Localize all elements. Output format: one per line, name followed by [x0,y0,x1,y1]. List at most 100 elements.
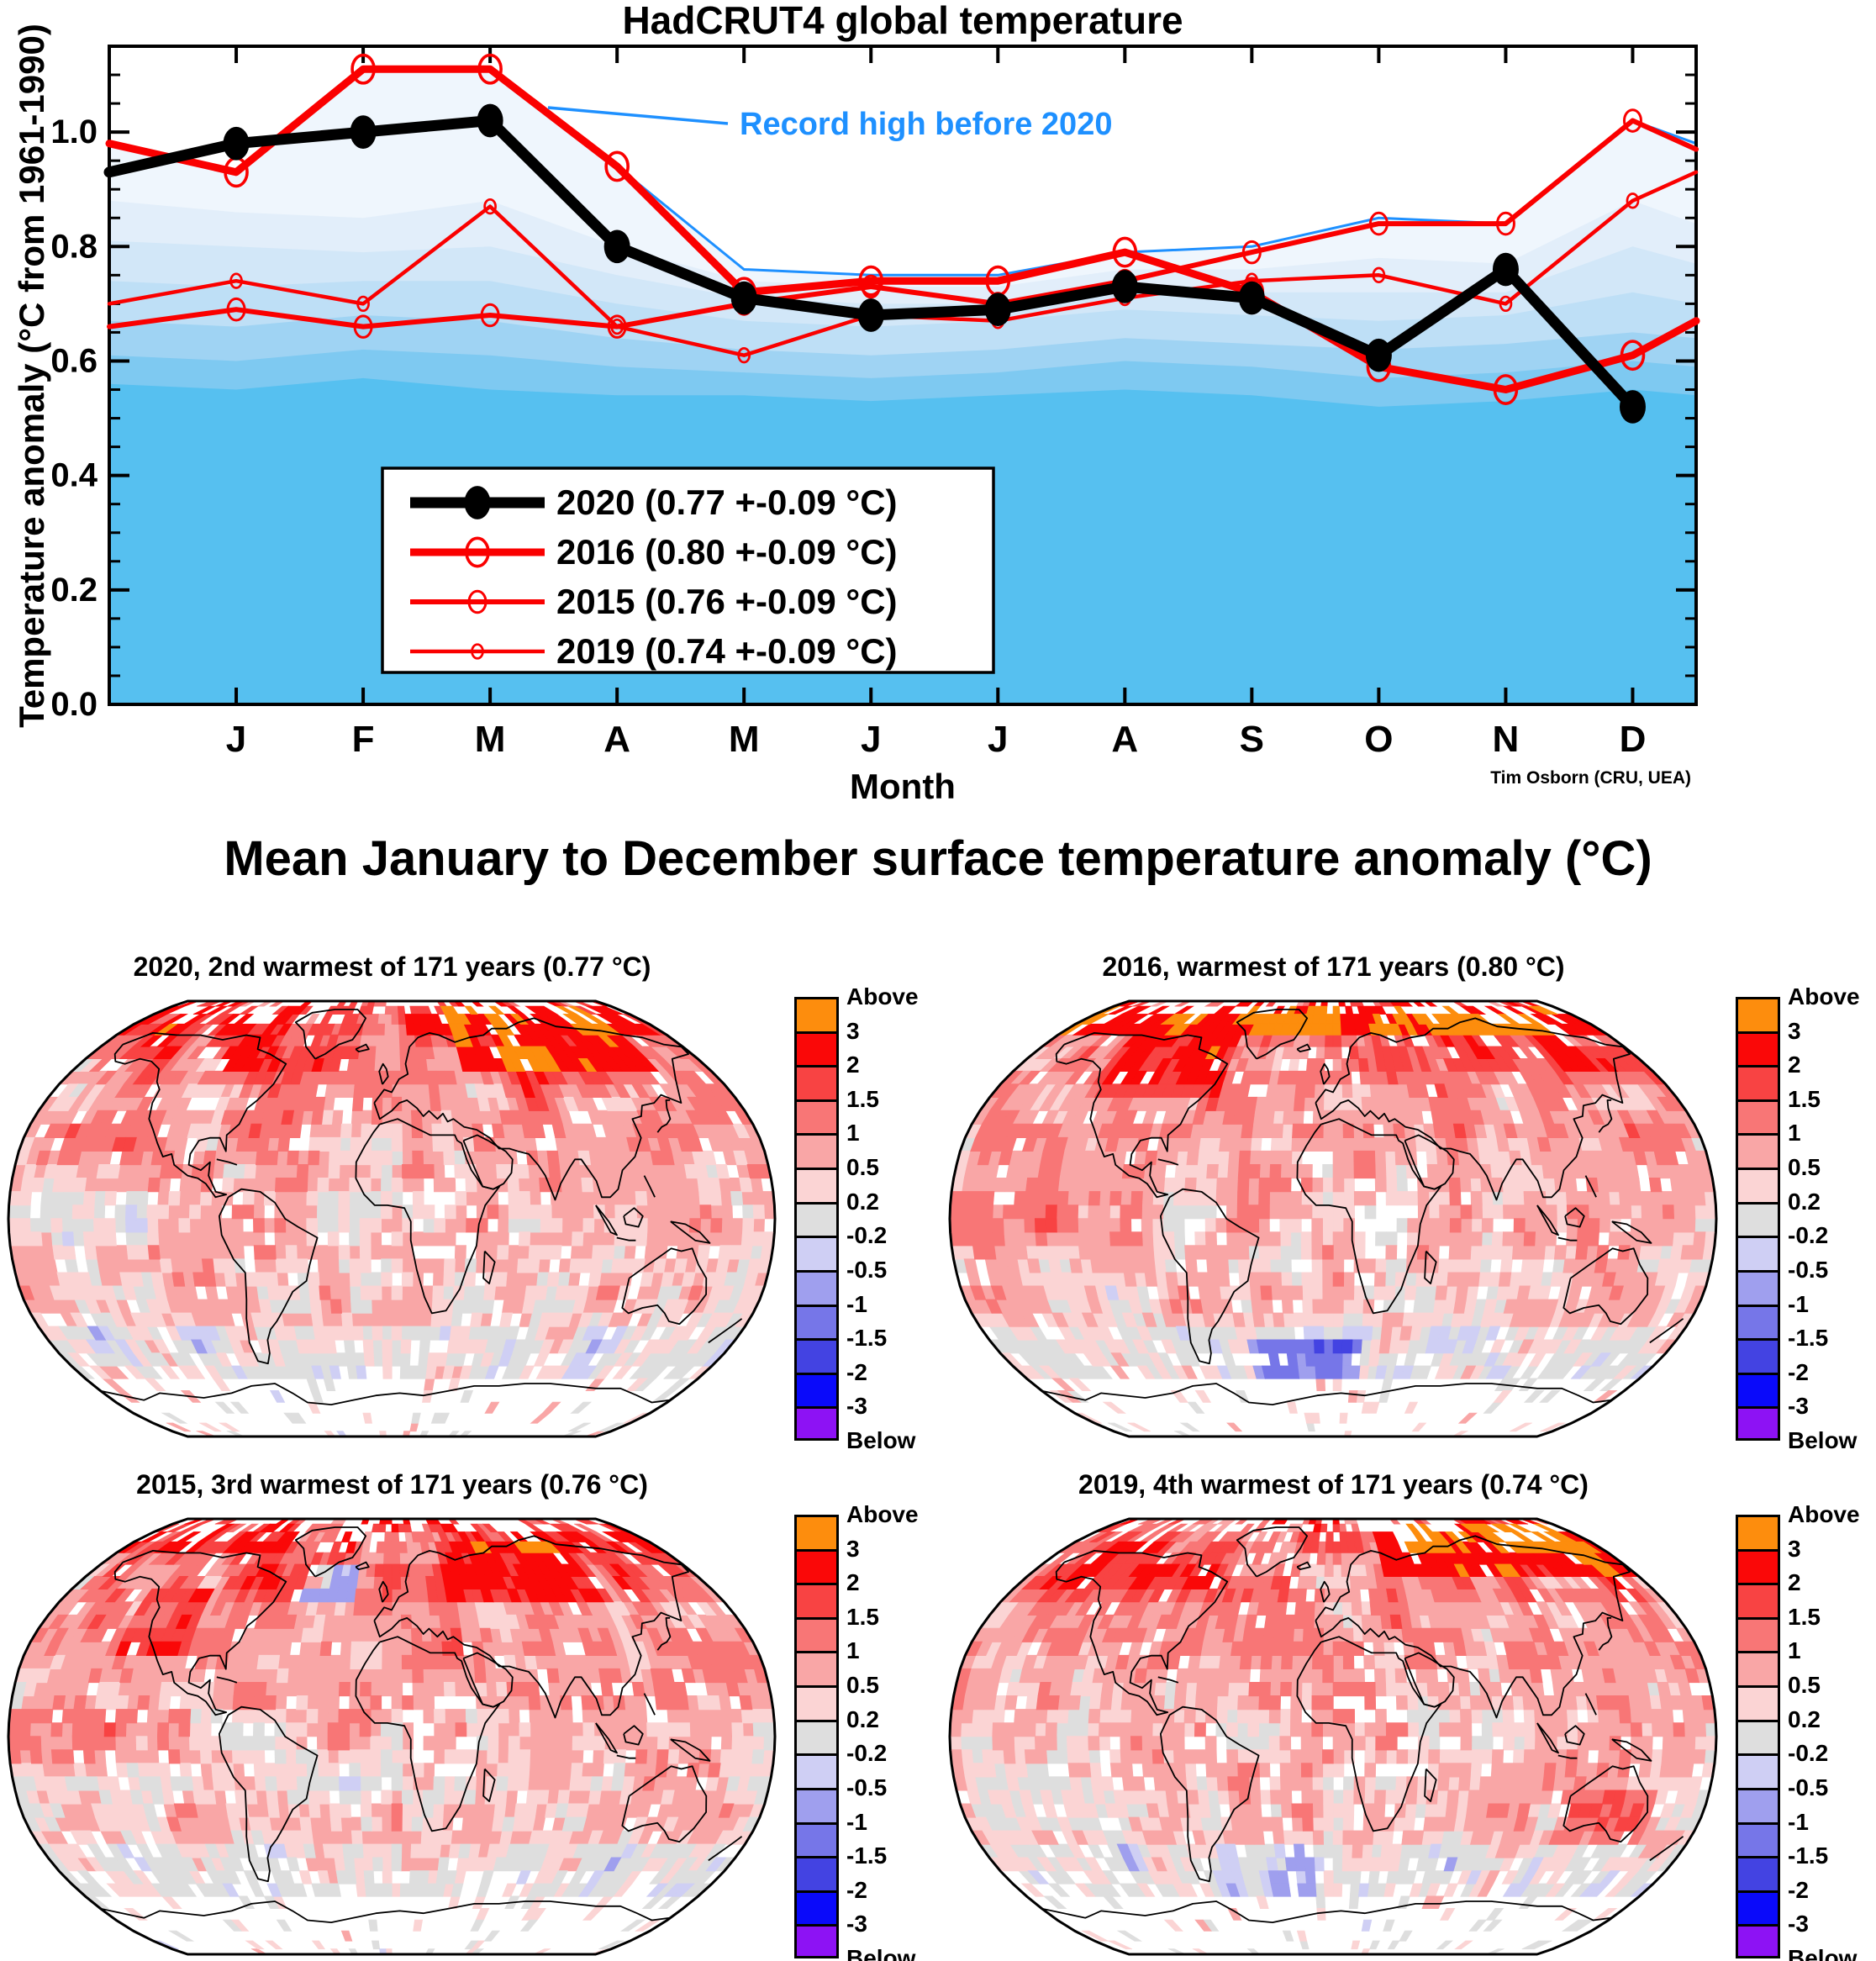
colorbar-tick-label: -2 [846,1876,867,1903]
coastline [1598,1099,1613,1133]
colorbar-tick-label: 0.2 [846,1188,879,1215]
colorbar-cell [1736,1548,1780,1584]
coastlines-2020 [7,999,777,1438]
marker-2016 [477,53,503,85]
map-cells-2015 [8,1519,775,1954]
colorbar-cell [794,1304,839,1339]
coastline [355,1561,370,1570]
coastline [216,1676,238,1684]
marker-2016 [858,265,884,297]
marker-2015 [480,303,500,328]
marker-2015 [861,274,881,299]
colorbar-tick-label: -1.5 [1788,1842,1829,1869]
chart-credit: Tim Osborn (CRU, UEA) [1490,768,1691,788]
colorbar-tick-label: -0.5 [1788,1256,1829,1283]
x-tick-label: A [603,719,630,760]
colorbar-2019: Above 3 2 1.5 1 0.5 0.2 -0.2 -0.5 -1 -1.5 -2 -3 Below [1736,1501,1860,1961]
colorbar-tick-label: 0.5 [1788,1154,1821,1181]
x-tick-label: O [1364,719,1393,760]
marker-2016 [350,53,376,85]
colorbar-cell [794,1236,839,1270]
coastline [1236,1009,1308,1060]
marker-2020 [1111,270,1138,303]
world-map-2020 [7,999,777,1438]
colorbar-tick-label: 3 [1788,1017,1801,1044]
coastline [1296,1561,1311,1570]
colorbar-cell [1736,1685,1780,1720]
colorbar-cell [1736,1269,1780,1305]
series-2020 [103,103,1646,424]
colorbar-tick-label: -1 [846,1290,867,1317]
coastline [1296,1043,1311,1052]
colorbar-cell [1736,1753,1780,1788]
chart-y-axis-label: Temperature anomaly (°C from 1961-1990) [12,24,51,728]
x-tick-label: D [1620,719,1647,760]
marker-2019 [1499,295,1513,313]
map-title-2019: 2019, 4th warmest of 171 years (0.74 °C) [1078,1469,1589,1500]
y-tick-label: 0.8 [50,228,97,265]
colorbar-cell [794,1548,839,1584]
colorbar-2016: Above 3 2 1.5 1 0.5 0.2 -0.2 -0.5 -1 -1.5 -2 -3 Below [1736,983,1860,1453]
coastline [623,1725,644,1746]
y-tick-label: 0.6 [50,342,97,379]
colorbar-above-label: Above [846,983,919,1009]
colorbar-cell [1736,1719,1780,1754]
coastline [656,1099,672,1133]
coastline [1296,1636,1442,1832]
coastline [643,1175,656,1198]
legend-label-2020: 2020 (0.77 +-0.09 °C) [556,482,898,522]
colorbar-cell [794,1065,839,1099]
coastline [708,1318,743,1344]
map-title-2015: 2015, 3rd warmest of 171 years (0.76 °C) [136,1469,648,1500]
chart-legend: 2020 (0.77 +-0.09 °C) 2016 (0.80 +-0.09 °… [381,467,995,674]
coastline [1160,1188,1260,1365]
map-cells-2019 [950,1519,1716,1954]
marker-2020 [1365,338,1392,372]
coastlines-2016 [948,999,1718,1438]
coastline [482,1768,496,1802]
map-outline [7,999,777,1438]
marker-2020 [1492,252,1519,287]
marker-2020 [1619,390,1646,424]
x-tick-label: J [226,719,246,760]
marker-2019 [1626,192,1640,209]
coastline [1320,1062,1331,1085]
colorbar-tick-label: 1.5 [1788,1085,1821,1112]
colorbar-cell [1736,1168,1780,1202]
y-tick-label: 0.0 [50,686,97,723]
coastline [1404,1134,1455,1190]
colorbar-cell [1736,1133,1780,1168]
coastline [1424,1250,1437,1284]
y-tick-label: 1.0 [50,113,97,150]
world-map-2016 [948,999,1718,1438]
coastline [595,1722,618,1754]
colorbar-2015: Above 3 2 1.5 1 0.5 0.2 -0.2 -0.5 -1 -1.5 -2 -3 Below [794,1501,919,1961]
colorbar-cell [794,1372,839,1407]
coastline [621,1765,708,1843]
chart-plot-area: 2020 (0.77 +-0.09 °C) 2016 (0.80 +-0.09 °… [50,45,1700,760]
colorbar-cell [1736,1236,1780,1270]
marker-2019 [1372,266,1386,284]
coastline [1315,1535,1631,1719]
marker-2016 [604,150,630,182]
marker-2015 [1622,108,1642,133]
coastline [1315,1017,1631,1201]
colorbar-tick-label: 1 [1788,1120,1801,1147]
coastline [378,1062,389,1085]
record-high-pointer-line [547,106,729,125]
marker-2015 [1368,211,1389,236]
coastline [1041,1900,1612,1923]
map-panel-2020: 2020, 2nd warmest of 171 years (0.77 °C)… [3,952,935,1456]
coastline [1584,1175,1597,1198]
colorbar-tick-label: 0.2 [1788,1705,1821,1732]
coastline [1536,1722,1559,1754]
coastline [462,1134,514,1190]
colorbar-tick-label: -0.2 [1788,1740,1829,1767]
colorbar-cell [794,1583,839,1617]
colorbar-cell [1736,1201,1780,1236]
series-2016 [105,53,1700,405]
marker-2019 [483,198,497,215]
y-tick-label: 0.2 [50,572,97,609]
colorbar-cell [794,1201,839,1236]
coastline [621,1247,708,1326]
